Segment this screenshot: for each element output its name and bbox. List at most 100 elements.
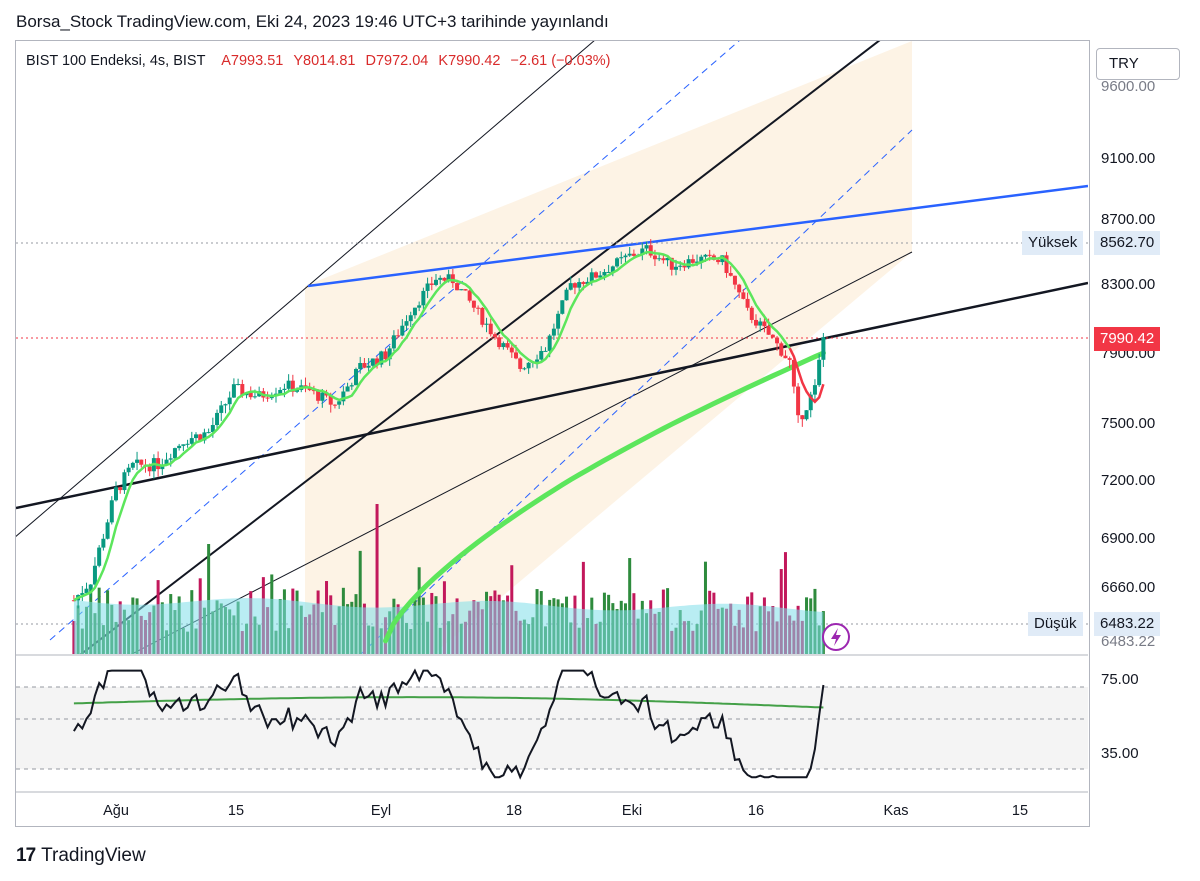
candle-body[interactable] [518,358,523,369]
channel-upper-line[interactable] [0,0,700,550]
candle-body[interactable] [122,472,127,491]
candle-body[interactable] [598,275,603,278]
candle-body[interactable] [640,248,645,255]
candle-body[interactable] [396,335,401,337]
candle-body[interactable] [194,434,198,439]
candle-body[interactable] [429,283,434,285]
candle-body[interactable] [236,384,241,386]
candle-body[interactable] [749,307,754,320]
candle-body[interactable] [488,323,493,335]
candle-body[interactable] [804,410,809,420]
candle-body[interactable] [215,412,220,426]
candle-body[interactable] [707,254,712,256]
candle-body[interactable] [156,458,161,470]
candle-body[interactable] [412,307,417,316]
candle-body[interactable] [543,350,548,352]
candle-body[interactable] [547,335,552,351]
candle-body[interactable] [467,290,472,301]
candle-body[interactable] [551,328,556,336]
candle-body[interactable] [391,335,396,349]
candle-body[interactable] [766,326,771,335]
candle-body[interactable] [337,401,342,405]
candle-body[interactable] [674,266,678,270]
candle-body[interactable] [800,415,805,420]
candle-body[interactable] [606,271,611,273]
candle-body[interactable] [80,593,85,596]
candle-body[interactable] [404,321,409,326]
candle-body[interactable] [682,265,687,268]
candle-body[interactable] [695,261,700,263]
candle-body[interactable] [619,257,624,259]
candle-body[interactable] [71,600,76,602]
candle-body[interactable] [812,385,817,395]
candle-body[interactable] [455,283,460,291]
candle-body[interactable] [240,384,245,396]
candle-body[interactable] [421,290,426,306]
candle-body[interactable] [354,368,358,386]
candle-body[interactable] [572,283,577,288]
alert-bolt-icon[interactable] [822,623,850,651]
candle-body[interactable] [265,397,270,399]
candle-body[interactable] [560,300,565,314]
candle-body[interactable] [779,343,784,356]
candle-body[interactable] [492,334,497,338]
candle-body[interactable] [349,385,354,387]
candle-body[interactable] [610,266,615,272]
tradingview-logo[interactable]: 17 TradingView [16,845,146,867]
candle-body[interactable] [737,284,742,293]
candle-body[interactable] [615,258,620,267]
short-moving-average-down[interactable] [788,347,825,404]
candle-body[interactable] [594,272,598,278]
candle-body[interactable] [231,384,236,398]
candle-body[interactable] [366,365,371,368]
candle-body[interactable] [400,325,405,336]
candle-body[interactable] [669,257,674,270]
candle-body[interactable] [206,432,211,434]
candle-body[interactable] [690,259,695,263]
oscillator-line[interactable] [73,668,825,780]
candle-body[interactable] [657,258,662,260]
channel-mid-line[interactable] [79,40,881,655]
candle-body[interactable] [602,272,607,276]
candle-body[interactable] [501,343,506,348]
candle-body[interactable] [345,386,350,392]
candle-body[interactable] [648,245,653,256]
candle-body[interactable] [497,337,502,348]
candle-body[interactable] [703,254,708,257]
candle-body[interactable] [728,273,733,276]
candle-body[interactable] [564,289,569,301]
short-moving-average[interactable] [73,251,791,602]
candle-body[interactable] [438,277,443,280]
candle-body[interactable] [118,487,123,491]
candle-body[interactable] [652,255,657,260]
candle-body[interactable] [535,359,540,362]
candle-body[interactable] [164,459,169,465]
candle-body[interactable] [379,351,384,365]
candle-body[interactable] [434,279,438,285]
candle-body[interactable] [408,315,413,322]
candle-body[interactable] [754,319,758,326]
candle-body[interactable] [383,351,388,360]
candle-body[interactable] [568,283,573,290]
candle-body[interactable] [227,397,232,405]
candle-body[interactable] [320,392,325,401]
candle-body[interactable] [724,255,729,274]
candle-body[interactable] [817,359,822,386]
candle-body[interactable] [463,289,468,291]
candle-body[interactable] [362,363,367,368]
oscillator-signal[interactable] [73,696,824,709]
candle-body[interactable] [332,404,337,406]
candle-body[interactable] [471,300,476,308]
candle-body[interactable] [88,584,93,589]
candle-body[interactable] [589,272,594,282]
candle-body[interactable] [741,292,746,299]
currency-selector[interactable]: TRY [1096,48,1180,80]
candle-body[interactable] [450,274,455,284]
candle-body[interactable] [135,459,140,463]
candle-body[interactable] [139,459,144,465]
candle-body[interactable] [358,363,363,369]
channel-dashed-lower[interactable] [360,129,913,655]
candle-body[interactable] [665,257,670,261]
blue-trend-line[interactable] [307,184,1088,288]
long-moving-average[interactable] [383,350,826,644]
